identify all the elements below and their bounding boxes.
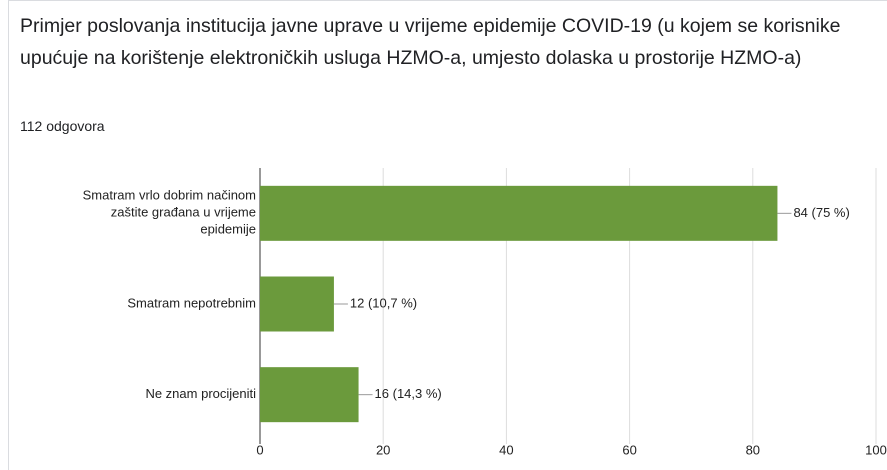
y-tick-label: Smatram vrlo dobrim načinom zaštite građa…	[83, 188, 256, 237]
response-count: 112 odgovora	[20, 118, 105, 134]
page: {"chart_data": {"type": "barh", "title":…	[8, 0, 887, 470]
value-label: 84 (75 %)	[793, 205, 849, 220]
chart: 0 20 40 60 80 100 84 (75 %) Smatram vrlo dobrim…	[83, 168, 887, 456]
bar	[260, 276, 334, 332]
x-tick-label: 20	[376, 442, 390, 456]
x-tick-label: 0	[256, 442, 263, 456]
value-label: 12 (10,7 %)	[350, 295, 417, 310]
x-tick-label: 100	[865, 442, 887, 456]
x-tick-label: 60	[622, 442, 636, 456]
bar	[260, 367, 359, 423]
chart-title: Primjer poslovanja institucija javne upr…	[20, 15, 841, 69]
label-line: Smatram vrlo dobrim načinom	[83, 188, 256, 203]
bar	[260, 185, 778, 241]
label-line: zaštite građana u vrijeme	[111, 205, 256, 220]
y-tick-label: Smatram nepotrebnim	[127, 295, 256, 310]
x-tick-label: 40	[499, 442, 513, 456]
x-tick-label: 80	[746, 442, 760, 456]
value-label: 16 (14,3 %)	[375, 386, 442, 401]
card	[8, 0, 887, 470]
y-tick-label: Ne znam procijeniti	[145, 386, 256, 401]
label-line: epidemije	[200, 222, 256, 237]
